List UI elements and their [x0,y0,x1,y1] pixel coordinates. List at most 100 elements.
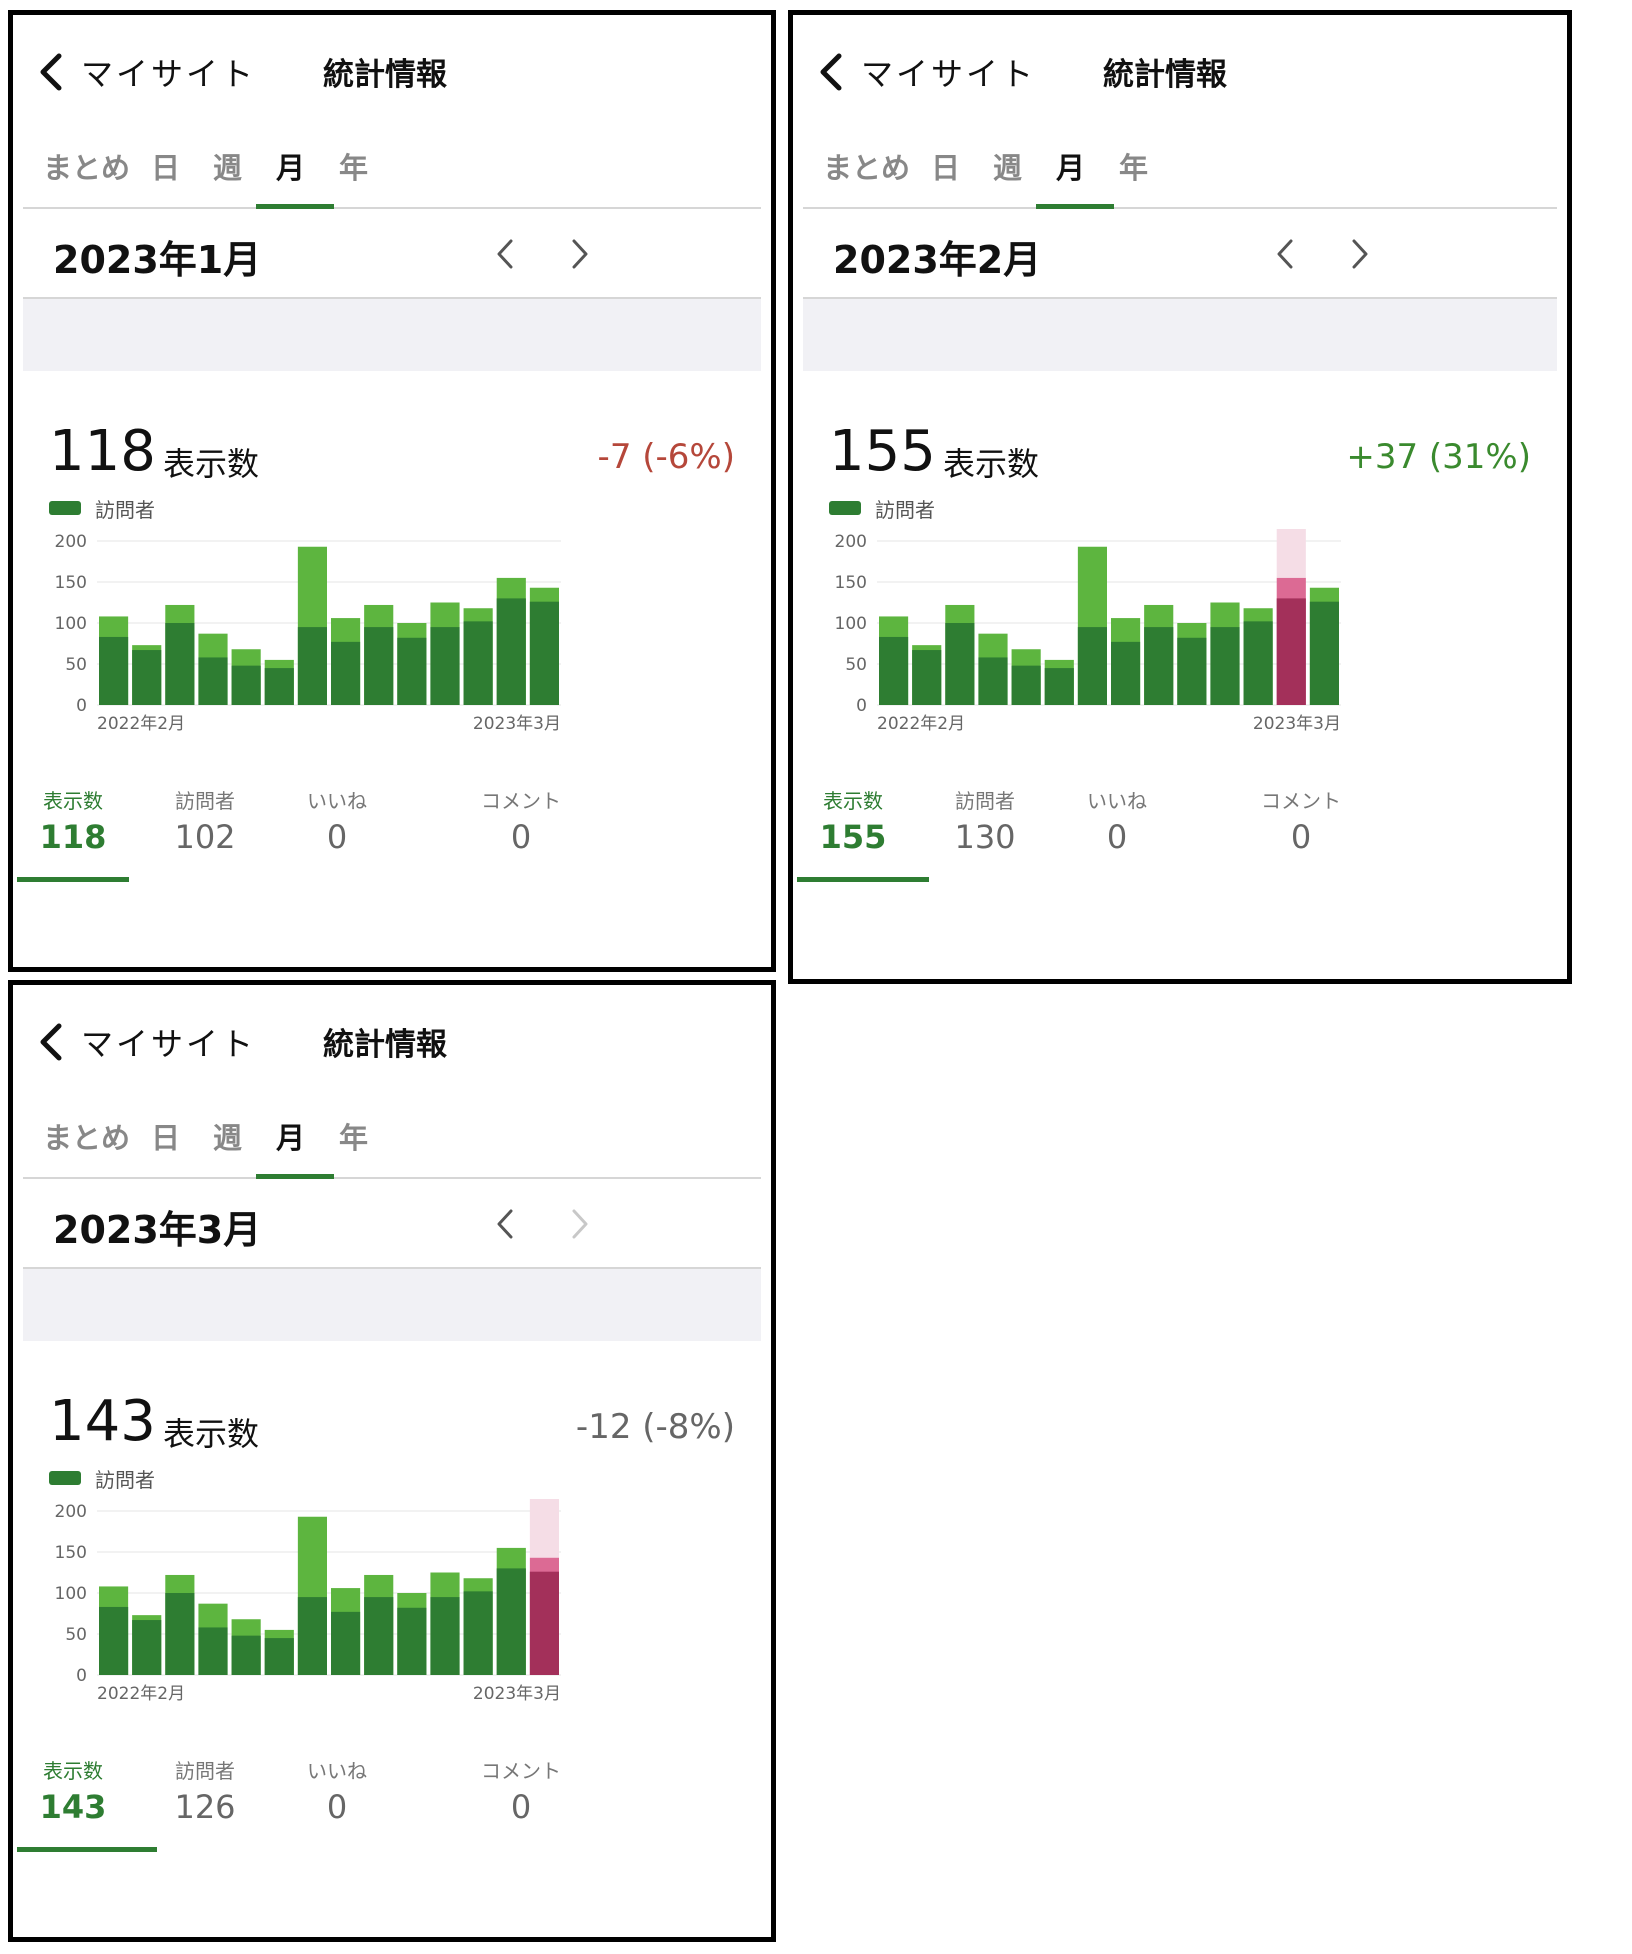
next-month-icon-disabled [572,1209,588,1239]
tab-summary[interactable]: まとめ [43,1121,131,1155]
page-title: 統計情報 [1103,57,1227,93]
y-tick-label: 0 [76,696,87,716]
highlight-column [529,1499,559,1558]
visitors-bar [231,665,261,705]
prev-month-icon[interactable] [495,1207,517,1241]
tab-month[interactable]: 月 [276,1121,306,1155]
visitors-bar [496,598,526,705]
month-selector: 2023年1月 [23,209,761,299]
nav-bar: マイサイト 統計情報 [13,985,771,1085]
y-tick-label: 200 [55,1502,87,1522]
visitors-bar [1309,601,1339,705]
back-button[interactable]: マイサイト [35,49,256,95]
month-selector: 2023年2月 [803,209,1557,299]
stat-views-label: 表示数 [43,789,103,813]
y-tick-label: 200 [55,532,87,552]
back-button[interactable]: マイサイト [35,1019,256,1065]
next-month-icon[interactable] [1348,237,1370,271]
stat-likes[interactable]: いいね 0 [1057,785,1177,856]
stat-comments[interactable]: コメント 0 [1241,785,1361,856]
stat-views[interactable]: 表示数 155 [793,785,913,856]
active-stat-indicator [17,1847,157,1852]
legend-swatch [829,501,861,515]
y-tick-label: 0 [856,696,867,716]
tab-day[interactable]: 日 [931,151,961,185]
active-stat-indicator [17,877,129,882]
stat-comments[interactable]: コメント 0 [461,1755,581,1826]
page-title: 統計情報 [323,1027,447,1063]
bar-chart: 0 50 100 150 200 2022年2月 2023年3月 [55,532,561,734]
tab-year[interactable]: 年 [339,1121,369,1155]
tab-summary[interactable]: まとめ [43,151,131,185]
y-tick-label: 150 [55,1543,87,1563]
visitors-bar [397,637,427,705]
x-end-label: 2023年3月 [473,1684,561,1704]
stat-likes[interactable]: いいね 0 [277,1755,397,1826]
legend-swatch [49,501,81,515]
tab-year[interactable]: 年 [1119,151,1149,185]
stat-likes[interactable]: いいね 0 [277,785,397,856]
visitors-bar [231,1635,261,1675]
stat-likes-value: 0 [326,1788,348,1826]
tab-week[interactable]: 週 [993,151,1023,185]
period-tabs: まとめ 日 週 月 年 [803,115,1557,209]
headline: 118 表示数 -7 (-6%) [13,371,771,491]
stat-views[interactable]: 表示数 143 [13,1755,133,1826]
stat-summary: 表示数 143 訪問者 126 いいね 0 コメント 0 [13,1739,771,1859]
prev-month-icon[interactable] [495,237,517,271]
tab-year[interactable]: 年 [339,151,369,185]
stat-summary: 表示数 155 訪問者 130 いいね 0 コメント 0 [793,769,1567,889]
stat-visitors[interactable]: 訪問者 102 [145,785,265,856]
stat-visitors-label: 訪問者 [955,789,1015,813]
stat-visitors-value: 130 [954,818,1016,856]
stat-views-value: 143 [39,1788,107,1826]
visitors-bar [264,668,294,705]
active-tab-indicator [256,204,334,209]
tab-summary[interactable]: まとめ [823,151,911,185]
page-title: 統計情報 [323,57,447,93]
back-button[interactable]: マイサイト [815,49,1036,95]
bar-chart: 0 50 100 150 200 2022年2月 2023年3月 [835,529,1341,734]
tab-month[interactable]: 月 [276,151,306,185]
y-tick-label: 0 [76,1666,87,1686]
period-tabs: まとめ 日 週 月 年 [23,1085,761,1179]
stat-likes-label: いいね [307,789,367,813]
tab-week[interactable]: 週 [213,1121,243,1155]
stat-visitors-label: 訪問者 [175,1759,235,1783]
legend-swatch [49,1471,81,1485]
visitors-bar [463,1591,493,1675]
tab-week[interactable]: 週 [213,151,243,185]
month-label: 2023年3月 [53,1208,262,1252]
next-month-icon[interactable] [568,237,590,271]
tab-day[interactable]: 日 [151,151,181,185]
stat-likes-value: 0 [1106,818,1128,856]
headline: 155 表示数 +37 (31%) [793,371,1567,491]
stat-comments-label: コメント [481,1759,561,1783]
y-tick-label: 50 [845,655,867,675]
stat-visitors[interactable]: 訪問者 130 [925,785,1045,856]
y-tick-label: 150 [55,573,87,593]
stat-comments-value: 0 [510,1788,532,1826]
prev-month-icon[interactable] [1275,237,1297,271]
x-start-label: 2022年2月 [97,1684,185,1704]
views-unit: 表示数 [163,445,260,483]
stat-views[interactable]: 表示数 118 [13,785,133,856]
stat-views-label: 表示数 [823,789,883,813]
visitors-bar [879,636,909,705]
visitors-bar [978,657,1008,705]
tab-month[interactable]: 月 [1056,151,1086,185]
headline: 143 表示数 -12 (-8%) [13,1341,771,1461]
stats-panel-mar: マイサイト 統計情報 まとめ 日 週 月 年 2023年3月 143 表示数 -… [8,980,776,1942]
stat-visitors[interactable]: 訪問者 126 [145,1755,265,1826]
active-tab-indicator [1036,204,1114,209]
highlight-column [1276,529,1306,578]
x-end-label: 2023年3月 [1253,714,1341,734]
visitors-bar [430,627,460,705]
chevron-left-icon [40,1023,62,1061]
tab-day[interactable]: 日 [151,1121,181,1155]
bar-chart: 0 50 100 150 200 2022年2月 2023年3月 [55,1499,561,1704]
chevron-left-icon [40,53,62,91]
visitors-bar [364,1597,394,1675]
stat-comments[interactable]: コメント 0 [461,785,581,856]
views-unit: 表示数 [163,1415,260,1453]
